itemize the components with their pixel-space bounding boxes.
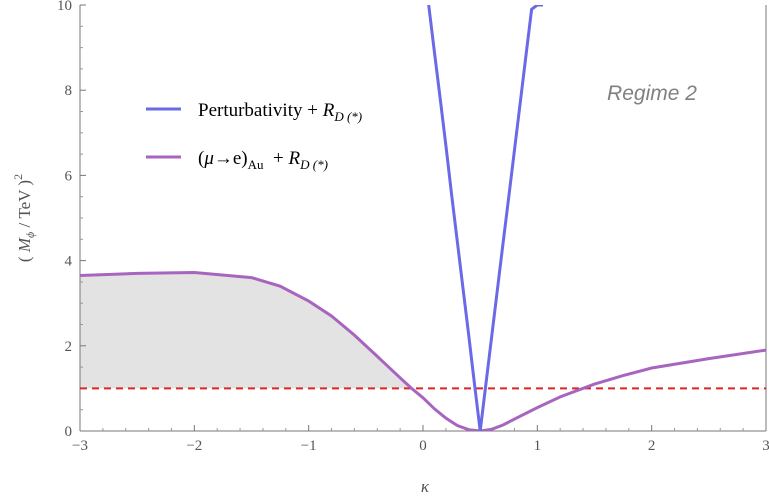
shaded-region	[80, 272, 412, 389]
y-tick-label: 8	[65, 83, 73, 99]
x-tick-label: 1	[534, 438, 542, 454]
x-axis-label: κ	[421, 477, 430, 496]
x-ticks: −3 −2 −1 0 1 2 3	[72, 425, 769, 454]
y-tick-label: 6	[65, 168, 73, 184]
y-tick-label: 4	[65, 254, 73, 270]
y-axis-label: ( Mϕ / TeV )2	[11, 174, 37, 262]
x-tick-label: −1	[301, 438, 317, 454]
x-tick-label: 0	[419, 438, 427, 454]
x-tick-label: 3	[762, 438, 769, 454]
y-ticks: 0 2 4 6 8 10	[57, 0, 86, 440]
legend-label-mue: (μ→e)Au + RD (*)	[198, 148, 328, 172]
x-tick-label: −3	[72, 438, 88, 454]
legend-label-perturbativity: Perturbativity + RD (*)	[198, 100, 362, 124]
y-tick-label: 0	[65, 424, 73, 440]
legend: Perturbativity + RD (*) (μ→e)Au + RD (*)	[146, 100, 362, 172]
series-line-mue	[80, 270, 766, 431]
series-line-perturbativity	[427, 5, 543, 431]
y-tick-label: 2	[65, 339, 73, 355]
x-tick-label: −2	[186, 438, 202, 454]
x-tick-label: 2	[648, 438, 656, 454]
y-tick-label: 10	[57, 0, 72, 14]
regime-annotation: Regime 2	[607, 82, 697, 105]
